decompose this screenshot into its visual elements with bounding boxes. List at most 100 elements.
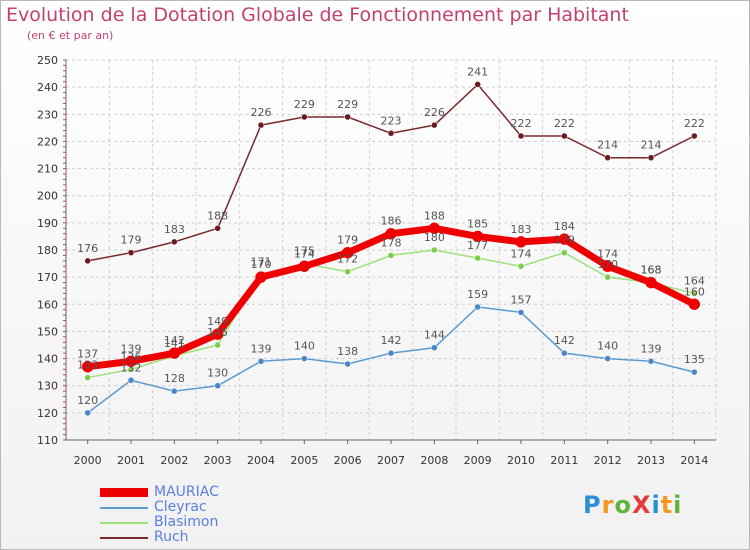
- data-point-ruch: [387, 130, 395, 137]
- data-point-cleyrac: [84, 409, 91, 417]
- x-tick-label: 2014: [680, 454, 708, 467]
- data-point-ruch: [691, 132, 698, 140]
- data-point-ruch: [647, 154, 655, 161]
- y-tick-label: 140: [37, 353, 58, 366]
- data-point-mauriac: [385, 227, 397, 240]
- data-label-ruch: 222: [511, 117, 532, 130]
- data-point-cleyrac: [604, 355, 611, 362]
- data-label-mauriac: 149: [207, 315, 228, 328]
- logo-letter: i: [673, 491, 683, 519]
- data-point-cleyrac: [301, 355, 308, 362]
- data-label-mauriac: 174: [294, 247, 315, 260]
- chart-title: Evolution de la Dotation Globale de Fonc…: [6, 4, 629, 26]
- data-point-cleyrac: [214, 382, 221, 389]
- legend-swatch: [100, 507, 148, 509]
- data-label-ruch: 226: [251, 106, 272, 119]
- logo-letter: t: [660, 491, 674, 519]
- data-point-cleyrac: [387, 349, 395, 357]
- legend-swatch: [100, 522, 148, 524]
- data-point-blasimon: [561, 249, 568, 256]
- data-point-blasimon: [474, 254, 481, 262]
- x-tick-label: 2007: [377, 454, 405, 467]
- data-point-ruch: [561, 132, 568, 140]
- data-label-blasimon: 179: [554, 234, 575, 247]
- data-label-mauriac: 174: [597, 247, 618, 260]
- y-tick-label: 230: [37, 108, 58, 121]
- data-label-cleyrac: 140: [597, 340, 618, 353]
- data-label-blasimon: 133: [77, 359, 98, 372]
- data-point-blasimon: [84, 374, 91, 381]
- data-label-mauriac: 142: [164, 334, 185, 347]
- data-label-cleyrac: 138: [337, 345, 358, 358]
- data-point-cleyrac: [691, 368, 698, 376]
- data-point-mauriac: [211, 328, 224, 340]
- data-label-mauriac: 168: [641, 264, 662, 277]
- data-point-ruch: [344, 113, 351, 121]
- data-label-mauriac: 160: [684, 285, 705, 298]
- y-tick-label: 200: [37, 190, 58, 203]
- data-point-mauriac: [471, 230, 484, 243]
- legend-label: Blasimon: [154, 514, 219, 530]
- data-label-blasimon: 174: [511, 247, 532, 260]
- x-tick-label: 2011: [550, 454, 578, 467]
- data-label-mauriac: 170: [251, 258, 272, 271]
- data-label-blasimon: 178: [381, 236, 402, 249]
- logo-letter: X: [631, 491, 652, 519]
- y-tick-label: 110: [37, 434, 58, 447]
- data-point-mauriac: [255, 271, 267, 283]
- data-label-cleyrac: 135: [684, 353, 705, 366]
- data-label-mauriac: 139: [121, 342, 142, 355]
- data-point-blasimon: [344, 268, 351, 275]
- data-point-cleyrac: [171, 387, 178, 395]
- data-point-mauriac: [125, 355, 137, 368]
- data-point-mauriac: [601, 260, 614, 273]
- y-tick-label: 240: [37, 81, 58, 94]
- data-label-cleyrac: 132: [121, 361, 142, 374]
- x-tick-label: 2003: [204, 454, 232, 467]
- y-tick-label: 160: [37, 298, 58, 311]
- legend-swatch: [100, 537, 148, 539]
- data-point-ruch: [127, 249, 135, 256]
- data-label-blasimon: 145: [207, 326, 228, 339]
- data-point-blasimon: [214, 341, 221, 349]
- y-tick-label: 170: [37, 271, 58, 284]
- data-label-cleyrac: 130: [207, 367, 228, 380]
- data-label-ruch: 183: [164, 223, 185, 236]
- x-tick-label: 2006: [334, 454, 362, 467]
- logo-letter: r: [601, 491, 615, 519]
- data-label-blasimon: 175: [294, 245, 315, 258]
- data-label-cleyrac: 140: [294, 340, 315, 353]
- data-label-blasimon: 172: [337, 253, 358, 266]
- data-label-ruch: 223: [381, 114, 402, 127]
- data-point-blasimon: [691, 290, 698, 297]
- data-label-ruch: 222: [554, 117, 575, 130]
- data-label-cleyrac: 142: [554, 334, 575, 347]
- y-tick-label: 130: [37, 380, 58, 393]
- data-label-ruch: 241: [467, 65, 488, 78]
- data-point-cleyrac: [257, 358, 265, 365]
- data-label-cleyrac: 159: [467, 288, 488, 301]
- data-point-mauriac: [515, 236, 527, 248]
- data-label-ruch: 226: [424, 106, 445, 119]
- data-label-cleyrac: 120: [77, 394, 98, 407]
- x-tick-label: 2004: [247, 454, 275, 467]
- data-point-mauriac: [688, 298, 701, 311]
- y-tick-label: 180: [37, 244, 58, 257]
- data-label-cleyrac: 144: [424, 329, 445, 342]
- data-point-ruch: [431, 121, 438, 129]
- data-label-ruch: 176: [77, 242, 98, 255]
- data-point-ruch: [214, 225, 221, 232]
- data-point-cleyrac: [431, 344, 438, 351]
- data-point-blasimon: [387, 252, 395, 259]
- data-point-cleyrac: [344, 360, 351, 368]
- data-point-cleyrac: [474, 303, 481, 311]
- legend-label: MAURIAC: [154, 484, 219, 500]
- data-label-mauriac: 137: [77, 348, 98, 361]
- data-label-ruch: 214: [641, 139, 662, 152]
- data-point-mauriac: [645, 276, 657, 289]
- x-tick-label: 2000: [74, 454, 102, 467]
- legend-label: Ruch: [154, 529, 189, 545]
- data-point-mauriac: [81, 360, 94, 373]
- data-point-ruch: [604, 154, 611, 161]
